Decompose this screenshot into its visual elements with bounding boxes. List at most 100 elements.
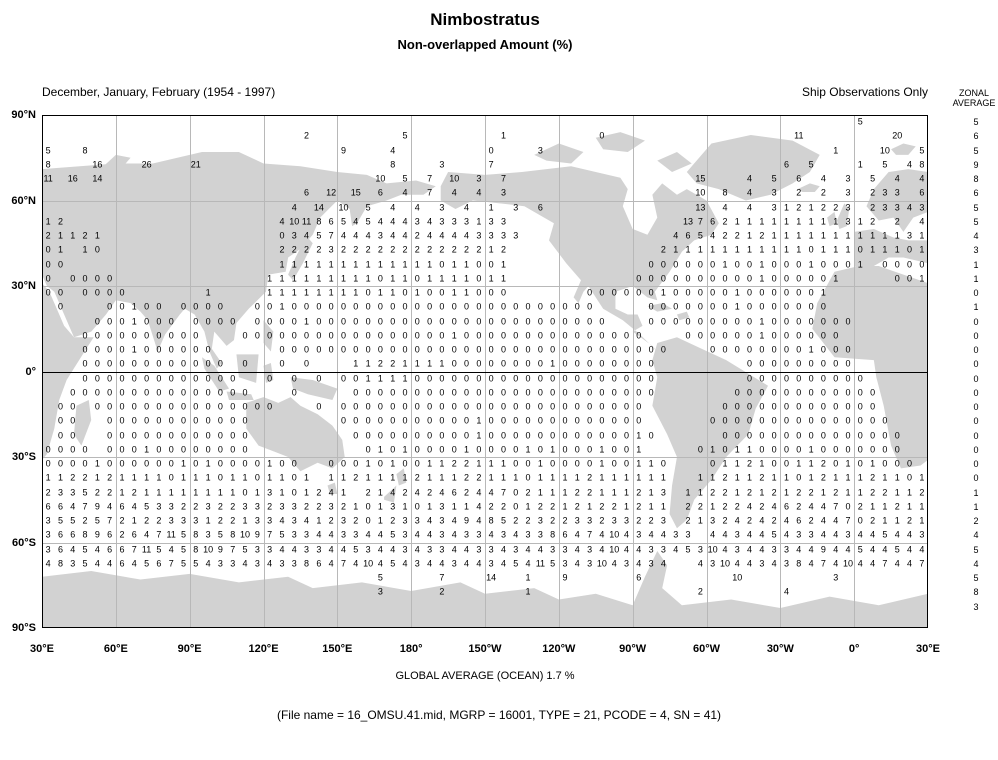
grid-value: 2 (439, 244, 445, 255)
grid-value: 0 (144, 401, 150, 412)
grid-value: 0 (488, 330, 494, 341)
grid-value: 0 (599, 330, 605, 341)
grid-value: 1 (648, 487, 654, 498)
grid-value: 2 (747, 487, 753, 498)
grid-value: 0 (427, 373, 433, 384)
grid-value: 0 (562, 330, 568, 341)
grid-value: 2 (894, 216, 900, 227)
grid-value: 3 (587, 558, 593, 569)
grid-value: 2 (734, 501, 740, 512)
grid-value: 3 (365, 544, 371, 555)
grid-value: 1 (193, 487, 199, 498)
grid-value: 3 (439, 515, 445, 526)
grid-value: 0 (304, 344, 310, 355)
grid-value: 0 (500, 444, 506, 455)
grid-value: 0 (464, 401, 470, 412)
grid-value: 4 (451, 230, 457, 241)
zonal-average-value: 1 (973, 501, 979, 512)
grid-value: 2 (57, 216, 63, 227)
grid-value: 0 (747, 273, 753, 284)
grid-value: 1 (328, 472, 334, 483)
grid-value: 2 (870, 202, 876, 213)
grid-value: 0 (414, 458, 420, 469)
grid-value: 4 (353, 230, 359, 241)
grid-value: 4 (747, 202, 753, 213)
grid-value: 0 (230, 444, 236, 455)
grid-value: 1 (279, 487, 285, 498)
grid-value: 2 (796, 202, 802, 213)
grid-value: 4 (279, 216, 285, 227)
grid-value: 0 (168, 415, 174, 426)
grid-value: 1 (550, 487, 556, 498)
grid-value: 1 (734, 287, 740, 298)
grid-value: 1 (697, 244, 703, 255)
grid-value: 0 (587, 316, 593, 327)
grid-value: 0 (587, 358, 593, 369)
grid-value: 1 (894, 487, 900, 498)
grid-value: 3 (845, 202, 851, 213)
grid-value: 0 (820, 259, 826, 270)
grid-value: 6 (57, 544, 63, 555)
grid-value: 1 (562, 472, 568, 483)
grid-value: 0 (94, 244, 100, 255)
grid-value: 3 (660, 515, 666, 526)
zonal-average-value: 0 (973, 359, 979, 370)
grid-value: 0 (833, 444, 839, 455)
grid-value: 2 (833, 487, 839, 498)
landmass-new-zealand-south (384, 485, 397, 503)
grid-value: 0 (537, 415, 543, 426)
grid-value: 0 (636, 273, 642, 284)
grid-value: 1 (353, 358, 359, 369)
grid-value: 4 (636, 544, 642, 555)
grid-value: 0 (907, 458, 913, 469)
grid-value: 0 (291, 301, 297, 312)
grid-value: 0 (513, 430, 519, 441)
grid-value: 2 (820, 458, 826, 469)
grid-value: 1 (353, 287, 359, 298)
grid-value: 0 (242, 401, 248, 412)
grid-value: 2 (747, 515, 753, 526)
grid-value: 1 (845, 244, 851, 255)
zonal-average-value: 0 (973, 316, 979, 327)
grid-value: 0 (611, 330, 617, 341)
grid-value: 2 (304, 130, 310, 141)
grid-value: 5 (365, 202, 371, 213)
grid-value: 1 (820, 287, 826, 298)
grid-value: 14 (92, 173, 103, 184)
grid-value: 0 (70, 430, 76, 441)
grid-value: 0 (636, 415, 642, 426)
grid-value: 3 (648, 558, 654, 569)
grid-value: 0 (414, 415, 420, 426)
grid-value: 1 (340, 487, 346, 498)
grid-value: 1 (611, 472, 617, 483)
lon-tick-label: 120°W (542, 643, 576, 655)
grid-value: 0 (180, 358, 187, 369)
grid-value: 2 (414, 230, 420, 241)
grid-value: 11 (166, 529, 176, 540)
grid-value: 1 (648, 472, 654, 483)
grid-value: 16 (67, 173, 78, 184)
grid-value: 0 (796, 444, 802, 455)
grid-value: 0 (513, 458, 519, 469)
grid-value: 11 (43, 173, 53, 184)
grid-value: 10 (879, 145, 890, 156)
grid-value: 0 (488, 287, 494, 298)
grid-value: 1 (907, 487, 913, 498)
grid-value: 0 (390, 344, 396, 355)
grid-value: 1 (365, 373, 371, 384)
zonal-average-value: 0 (973, 459, 979, 470)
grid-value: 0 (783, 316, 789, 327)
grid-value: 0 (464, 430, 470, 441)
grid-value: 0 (882, 458, 888, 469)
grid-value: 9 (464, 515, 470, 526)
grid-value: 0 (796, 373, 802, 384)
grid-value: 3 (439, 501, 445, 512)
grid-value: 1 (131, 472, 137, 483)
grid-value: 0 (771, 330, 777, 341)
grid-value: 1 (882, 501, 888, 512)
grid-value: 0 (599, 415, 605, 426)
grid-value: 1 (377, 287, 383, 298)
grid-value: 2 (365, 244, 371, 255)
grid-value: 2 (414, 244, 420, 255)
grid-value: 3 (340, 515, 346, 526)
